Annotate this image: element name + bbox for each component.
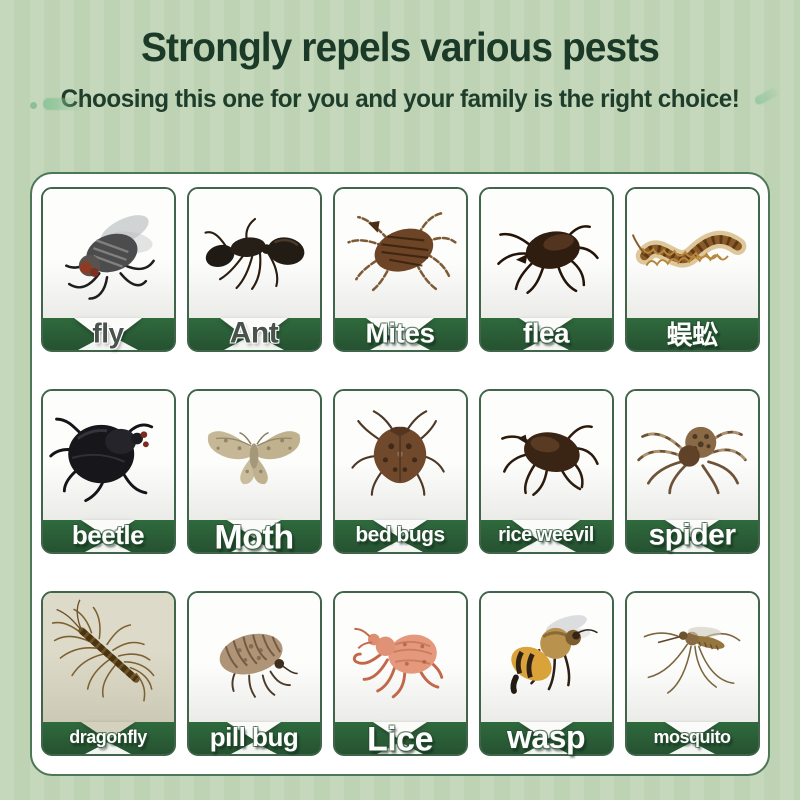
pest-label: bed bugs (355, 523, 445, 547)
pill-bug-photo (188, 593, 320, 722)
banner-notch-icon (85, 540, 131, 552)
label-banner: spider (626, 518, 758, 552)
banner-notch-icon (669, 742, 715, 754)
banner-notch-icon (81, 722, 135, 740)
header: Strongly repels various pests Choosing t… (0, 0, 800, 114)
label-banner: dragonfly (42, 722, 174, 754)
pest-card-fly: fly (40, 187, 176, 352)
pest-label: Lice (366, 720, 434, 759)
lice-photo (334, 593, 466, 722)
label-banner: Moth (188, 518, 320, 556)
mites-photo (334, 189, 466, 318)
leaf-left-icon (43, 98, 83, 110)
banner-notch-icon (227, 722, 281, 740)
pest-card-mosquito: mosquito (624, 591, 760, 756)
house-centipede-photo (42, 593, 174, 722)
pest-card-dragonfly: dragonfly (40, 591, 176, 756)
banner-notch-icon (78, 334, 138, 350)
banner-notch-icon (231, 540, 277, 552)
banner-notch-icon (373, 722, 427, 740)
pest-card-spider: spider (624, 389, 760, 554)
banner-notch-icon (519, 722, 573, 740)
banner-notch-icon (373, 520, 427, 538)
pest-label: fly (92, 317, 124, 349)
banner-notch-icon (85, 742, 131, 754)
pest-card-bed-bugs: bed bugs (332, 389, 468, 554)
banner-notch-icon (665, 722, 719, 740)
pest-card-rice-weevil: rice weevil (478, 389, 614, 554)
label-banner: bed bugs (334, 520, 466, 552)
banner-notch-icon (370, 334, 430, 350)
banner-notch-icon (523, 742, 569, 754)
banner-notch-icon (665, 520, 719, 538)
pests-panel: fly Ant (30, 172, 770, 776)
pest-label: Mites (365, 317, 435, 349)
label-banner: Mites (334, 317, 466, 350)
fly-photo (42, 189, 174, 318)
banner-notch-icon (231, 742, 277, 754)
banner-notch-icon (81, 520, 135, 538)
pest-card-flea: flea (478, 187, 614, 352)
flea-photo (480, 189, 612, 318)
label-banner: Lice (334, 720, 466, 758)
banner-notch-icon (516, 536, 576, 552)
label-banner: Ant (188, 316, 320, 350)
ant-photo (188, 189, 320, 318)
label-banner: 蜈蚣 (626, 318, 758, 350)
label-banner: pill bug (188, 721, 320, 754)
pest-card-wasp: wasp (478, 591, 614, 756)
label-banner: flea (480, 317, 612, 350)
pest-label: wasp (506, 718, 586, 755)
banner-notch-icon (669, 540, 715, 552)
banner-notch-icon (519, 318, 573, 336)
pest-card-mites: Mites (332, 187, 468, 352)
pest-card-pill-bug: pill bug (186, 591, 322, 756)
beetle-photo (42, 391, 174, 520)
spider-photo (626, 391, 758, 520)
label-banner: beetle (42, 519, 174, 552)
bed-bugs-photo (334, 391, 466, 520)
banner-notch-icon (227, 520, 281, 538)
pest-label: dragonfly (69, 727, 147, 748)
pest-card-centipede: 蜈蚣 (624, 187, 760, 352)
banner-notch-icon (377, 742, 423, 754)
page-subtitle: Choosing this one for you and your famil… (60, 85, 740, 114)
pest-label: 蜈蚣 (666, 319, 718, 350)
mosquito-photo (626, 593, 758, 722)
leaf-dot-decoration (30, 102, 37, 109)
pest-label: Moth (214, 518, 294, 557)
pest-label: spider (648, 518, 736, 552)
pest-card-lice: Lice (332, 591, 468, 758)
banner-notch-icon (523, 338, 569, 350)
label-banner: rice weevil (480, 520, 612, 552)
pest-label: flea (522, 317, 570, 349)
label-banner: fly (42, 317, 174, 350)
pest-label: Ant (229, 316, 279, 350)
centipede-photo (626, 189, 758, 318)
pest-label: beetle (71, 519, 145, 550)
pest-label: mosquito (653, 727, 732, 748)
pest-label: rice weevil (498, 524, 594, 547)
label-banner: mosquito (626, 722, 758, 754)
label-banner: wasp (480, 718, 612, 755)
banner-notch-icon (377, 540, 423, 552)
pest-card-ant: Ant (186, 187, 322, 352)
wasp-photo (480, 593, 612, 722)
banner-notch-icon (224, 334, 284, 350)
rice-weevil-photo (480, 391, 612, 520)
moth-photo (188, 391, 320, 520)
pest-label: pill bug (209, 721, 299, 752)
pest-card-moth: Moth (186, 389, 322, 556)
page-title: Strongly repels various pests (141, 24, 660, 70)
pest-card-beetle: beetle (40, 389, 176, 554)
